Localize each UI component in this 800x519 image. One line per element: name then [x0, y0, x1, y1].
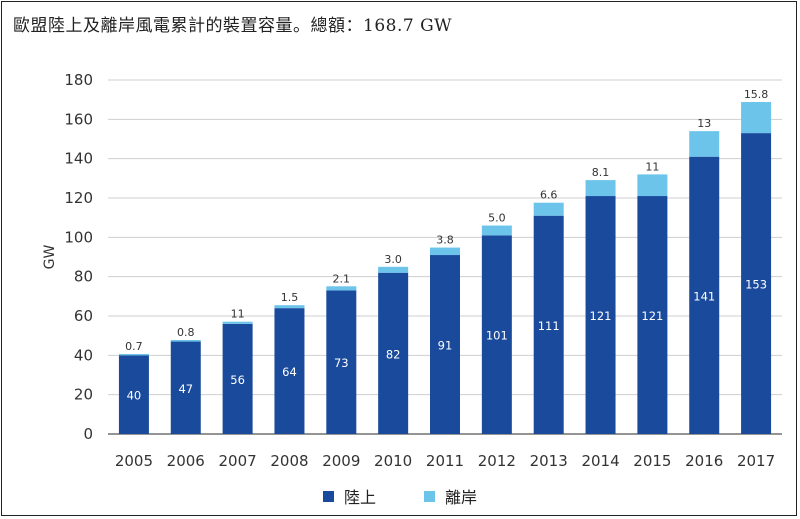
bar-label-offshore: 6.6 — [540, 189, 558, 202]
x-tick-label: 2007 — [219, 452, 257, 470]
y-tick-label: 60 — [74, 307, 93, 325]
bar-onshore-2006 — [170, 341, 201, 434]
bar-offshore-2008 — [274, 305, 305, 309]
bar-onshore-2009 — [326, 290, 357, 434]
x-tick-label: 2009 — [322, 452, 360, 470]
bar-label-offshore: 0.8 — [177, 326, 195, 339]
bar-onshore-2013 — [533, 215, 564, 434]
bar-label-offshore: 5.0 — [488, 212, 506, 225]
bar-offshore-2010 — [378, 266, 409, 273]
bar-label-offshore: 8.1 — [592, 166, 610, 179]
bar-label-onshore: 121 — [590, 309, 612, 323]
bar-offshore-2005 — [118, 353, 149, 356]
bar-offshore-2012 — [481, 225, 512, 236]
bar-label-offshore: 2.1 — [333, 272, 351, 285]
bar-label-onshore: 91 — [438, 339, 453, 353]
bar-label-offshore: 11 — [231, 308, 245, 321]
x-tick-label: 2016 — [685, 452, 723, 470]
x-tick-label: 2012 — [478, 452, 516, 470]
y-tick-label: 100 — [64, 228, 93, 246]
bar-offshore-2015 — [637, 174, 668, 197]
x-tick-label: 2010 — [374, 452, 412, 470]
x-tick-label: 2006 — [167, 452, 205, 470]
bar-offshore-2007 — [222, 321, 253, 324]
legend-item-offshore: 離岸 — [424, 484, 477, 508]
legend-swatch-onshore — [322, 490, 334, 502]
bar-label-onshore: 40 — [127, 389, 142, 403]
x-tick-label: 2013 — [530, 452, 568, 470]
bar-label-offshore: 11 — [645, 160, 659, 173]
bar-onshore-2015 — [637, 196, 668, 434]
bar-label-offshore: 3.0 — [384, 253, 402, 266]
bar-offshore-2016 — [689, 131, 720, 157]
y-tick-label: 160 — [64, 110, 93, 128]
x-tick-label: 2011 — [426, 452, 464, 470]
y-tick-label: 120 — [64, 189, 93, 207]
y-tick-label: 20 — [74, 386, 93, 404]
y-tick-label: 80 — [74, 268, 93, 286]
bar-label-offshore: 0.7 — [125, 340, 143, 353]
bar-label-onshore: 101 — [486, 329, 508, 343]
bar-label-offshore: 3.8 — [436, 234, 454, 247]
bar-offshore-2009 — [326, 286, 357, 291]
legend-label-offshore: 離岸 — [445, 488, 478, 507]
chart-title: 歐盟陸上及離岸風電累計的裝置容量。總額：168.7 GW — [13, 16, 453, 36]
bar-label-onshore: 153 — [745, 278, 767, 292]
x-tick-label: 2015 — [633, 452, 671, 470]
bar-label-offshore: 1.5 — [281, 291, 299, 304]
x-tick-label: 2005 — [115, 452, 153, 470]
bar-onshore-2011 — [430, 255, 460, 434]
bar-label-onshore: 73 — [334, 356, 349, 370]
bar-onshore-2005 — [118, 355, 149, 434]
bar-label-offshore: 13 — [697, 117, 711, 130]
bar-label-onshore: 111 — [538, 319, 560, 333]
x-tick-label: 2014 — [581, 452, 619, 470]
bar-label-offshore: 15.8 — [744, 88, 769, 101]
bar-label-onshore: 64 — [282, 365, 297, 379]
x-tick-label: 2017 — [737, 452, 775, 470]
bar-offshore-2014 — [585, 180, 616, 197]
bar-offshore-2017 — [741, 102, 772, 134]
legend-label-onshore: 陸上 — [343, 488, 376, 507]
bar-offshore-2011 — [430, 247, 460, 256]
bar-onshore-2012 — [481, 235, 512, 434]
bar-onshore-2017 — [741, 133, 772, 434]
bar-offshore-2006 — [170, 339, 201, 342]
y-tick-label: 140 — [64, 150, 93, 168]
bar-offshore-2013 — [533, 202, 564, 216]
bar-label-onshore: 141 — [693, 289, 715, 303]
y-tick-label: 0 — [83, 425, 93, 443]
bar-label-onshore: 82 — [386, 347, 401, 361]
y-tick-label: 40 — [74, 346, 93, 364]
bar-onshore-2014 — [585, 196, 616, 434]
legend-item-onshore: 陸上 — [322, 484, 376, 508]
bar-onshore-2016 — [689, 156, 720, 434]
bar-onshore-2008 — [274, 308, 305, 434]
bar-onshore-2007 — [222, 323, 253, 434]
y-tick-label: 180 — [64, 71, 93, 89]
y-axis-title: GW — [42, 245, 58, 270]
x-tick-label: 2008 — [270, 452, 308, 470]
bar-onshore-2010 — [378, 272, 409, 434]
bar-label-onshore: 56 — [230, 373, 245, 387]
legend: 陸上 離岸 — [0, 484, 800, 508]
bar-label-onshore: 47 — [178, 382, 193, 396]
bar-label-onshore: 121 — [641, 309, 663, 323]
legend-swatch-offshore — [424, 490, 435, 502]
